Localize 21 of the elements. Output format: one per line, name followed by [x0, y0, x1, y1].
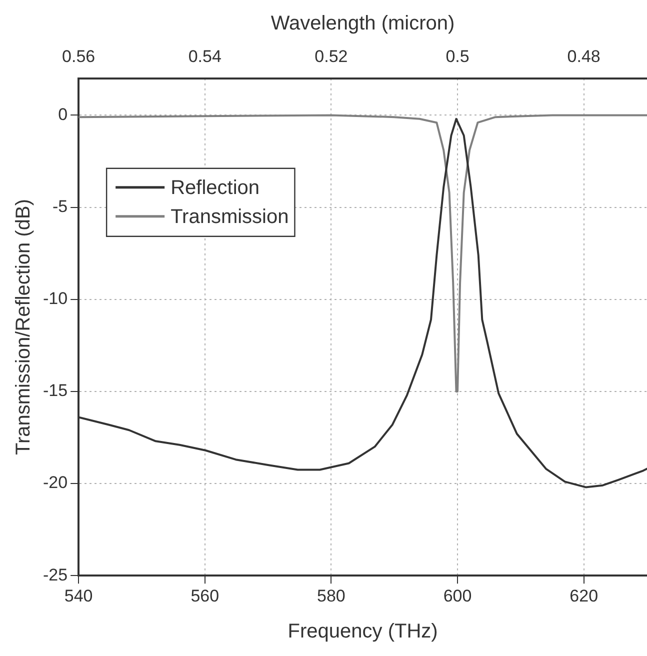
- x2-axis-title: Wavelength (micron): [270, 12, 455, 35]
- x2-tick-label: 0.56: [62, 46, 96, 66]
- x2-tick-label: 0.48: [567, 46, 600, 66]
- x-axis-title: Frequency (THz): [288, 620, 438, 643]
- x-tick-label: 560: [190, 586, 220, 606]
- y-axis-title: Transmission/Reflection (dB): [12, 198, 35, 456]
- x2-tick-label: 0.54: [188, 46, 222, 66]
- y-tick-label: 0: [58, 104, 68, 124]
- x-tick-label: 600: [443, 586, 472, 606]
- legend-label: Transmission: [170, 206, 289, 228]
- y-tick-label: -10: [42, 289, 68, 308]
- x-tick-label: 620: [570, 586, 598, 606]
- y-tick-label: -5: [52, 196, 68, 216]
- x2-tick-label: 0.52: [314, 46, 348, 66]
- y-tick-label: -20: [42, 473, 68, 492]
- x-tick-label: 540: [64, 586, 93, 606]
- x2-tick-label: 0.5: [446, 46, 470, 66]
- y-tick-label: -15: [42, 381, 68, 400]
- legend-label: Reflection: [170, 176, 260, 199]
- y-tick-label: -25: [42, 565, 68, 584]
- x-tick-label: 580: [317, 586, 346, 606]
